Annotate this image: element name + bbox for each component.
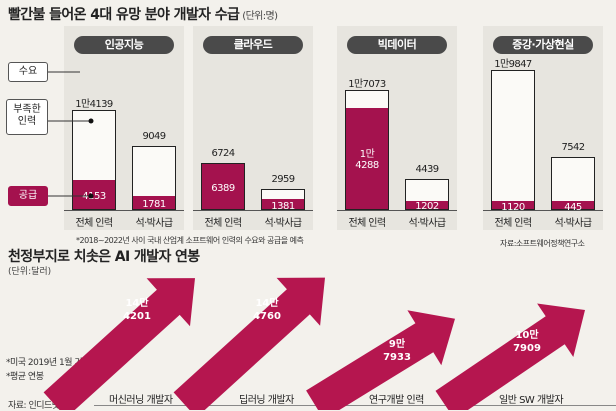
category-label-2-0: 전체 인력 — [348, 218, 387, 229]
bottom-note-2: *평균 연봉 — [6, 372, 44, 382]
demand-bar-3-0 — [491, 70, 535, 210]
baseline-0 — [64, 210, 184, 211]
demand-bar-0-0 — [72, 110, 116, 210]
group-title-1: 클라우드 — [203, 36, 303, 54]
legend-supply: 공급 — [8, 186, 48, 206]
supply-label-0-0: 4153 — [82, 190, 106, 202]
salary-arrow-0 — [43, 278, 195, 410]
demand-label-2-0: 1만7073 — [348, 78, 386, 90]
demand-label-1-1: 2959 — [271, 174, 295, 186]
category-label-1-1: 석·박사급 — [264, 218, 303, 229]
baseline-3 — [483, 210, 603, 211]
supply-fill-1-1 — [262, 199, 304, 209]
demand-label-2-1: 4439 — [415, 163, 439, 175]
supply-label-3-1: 445 — [564, 201, 582, 213]
category-label-2-1: 석·박사급 — [408, 218, 447, 229]
supply-fill-0-0 — [73, 179, 115, 209]
demand-bar-1-1 — [261, 189, 305, 210]
supply-fill-2-1 — [406, 200, 448, 209]
top-chart-title-text: 빨간불 들어온 4대 유망 분야 개발자 수급 — [8, 7, 240, 23]
legend-supply-dot — [88, 193, 94, 199]
supply-label-1-1: 1381 — [271, 200, 295, 212]
supply-fill-1-0 — [202, 163, 244, 209]
salary-value-label-1: 14만 4760 — [253, 297, 281, 322]
demand-label-0-1: 9049 — [142, 131, 166, 143]
category-label-0-1: 석·박사급 — [135, 218, 174, 229]
supply-fill-2-0 — [346, 108, 388, 209]
salary-category-0: 머신러닝 개발자 — [109, 395, 173, 406]
salary-value-label-3: 10만 7909 — [513, 330, 541, 355]
demand-bar-2-1 — [405, 178, 449, 210]
salary-arrow-1 — [173, 277, 325, 410]
salary-arrow-3 — [435, 303, 585, 410]
category-label-1-0: 전체 인력 — [204, 218, 243, 229]
category-label-3-1: 석·박사급 — [554, 218, 593, 229]
group-title-3: 증강·가상현실 — [493, 36, 593, 54]
salary-value-label-2: 9만 7933 — [383, 338, 411, 363]
legend-shortage: 부족한 인력 — [6, 99, 48, 135]
supply-fill-0-1 — [133, 196, 175, 209]
top-chart-unit: (단위:명) — [242, 11, 278, 22]
top-source: 자료:소프트웨어정책연구소 — [500, 239, 585, 248]
group-title-0: 인공지능 — [74, 36, 174, 54]
demand-bar-0-1 — [132, 146, 176, 210]
supply-label-1-0: 6389 — [211, 182, 235, 194]
baseline-2 — [337, 210, 457, 211]
top-chart-title: 빨간불 들어온 4대 유망 분야 개발자 수급 (단위:명) — [8, 4, 278, 24]
supply-fill-3-0 — [492, 200, 534, 209]
supply-fill-3-1 — [552, 200, 594, 209]
supply-label-3-0: 1120 — [501, 201, 525, 213]
demand-label-3-1: 7542 — [561, 141, 585, 153]
bottom-chart-unit: (단위:달러) — [8, 267, 52, 277]
baseline-1 — [193, 210, 313, 211]
legend-demand: 수요 — [8, 62, 48, 82]
top-footnote: *2018~2022년 사이 국내 산업계 소프트웨어 인력의 수요와 공급을 … — [76, 236, 304, 245]
supply-label-2-0: 1만 4288 — [355, 148, 379, 171]
category-label-0-0: 전체 인력 — [75, 218, 114, 229]
bottom-note-1: *미국 2019년 1월 기준 — [6, 358, 90, 368]
bottom-baseline — [94, 405, 616, 406]
bottom-chart-title: 천정부지로 치솟은 AI 개발자 연봉 — [8, 249, 200, 265]
legend-shortage-dot — [88, 118, 94, 124]
demand-label-0-0: 1만4139 — [75, 99, 113, 111]
demand-label-1-0: 6724 — [211, 147, 235, 159]
salary-category-3: 일반 SW 개발자 — [499, 395, 564, 406]
supply-label-2-1: 1202 — [415, 201, 439, 213]
salary-arrow-2 — [306, 310, 455, 410]
bottom-source: 자료: 인디드닷컴 — [8, 401, 68, 411]
demand-bar-1-0 — [201, 162, 245, 210]
group-title-2: 빅데이터 — [347, 36, 447, 54]
demand-bar-2-0 — [345, 89, 389, 210]
demand-label-3-0: 1만9847 — [494, 59, 532, 71]
category-label-3-0: 전체 인력 — [494, 218, 533, 229]
salary-category-1: 딥러닝 개발자 — [239, 395, 294, 406]
salary-category-2: 연구개발 인력 — [369, 395, 424, 406]
supply-label-0-1: 1781 — [142, 199, 166, 211]
salary-value-label-0: 14만 4201 — [123, 298, 151, 323]
demand-bar-3-1 — [551, 156, 595, 210]
